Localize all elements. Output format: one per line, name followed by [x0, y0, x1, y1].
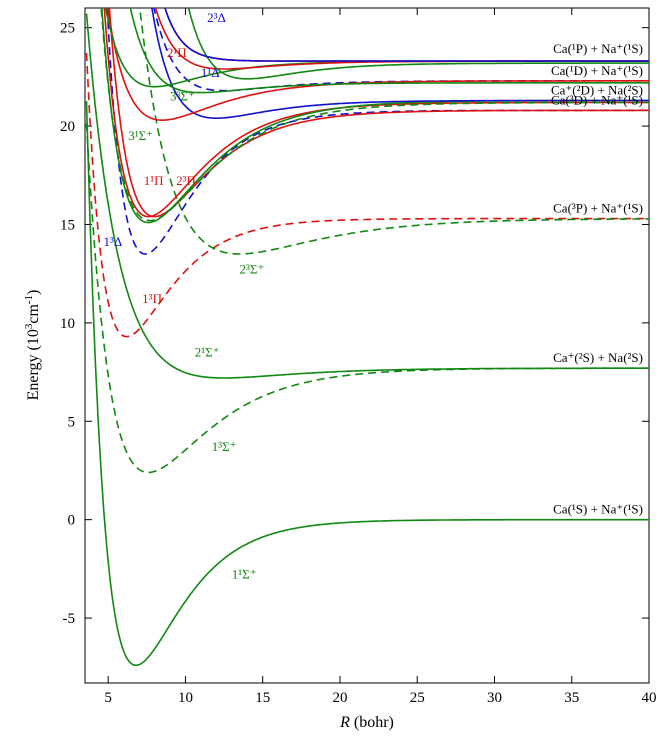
curve-line — [187, 8, 649, 80]
y-tick-label: 20 — [60, 119, 75, 135]
curve-line — [139, 8, 649, 255]
curve-label: 3¹Σ⁺ — [128, 128, 153, 143]
asymptote-labels: Ca(¹P) + Na⁺(¹S) Ca(¹D) + Na⁺(¹S) Ca⁺(²D) … — [551, 41, 643, 516]
curve-line — [106, 8, 649, 255]
curve-line — [85, 123, 649, 474]
x-tick-label: 20 — [332, 690, 347, 706]
y-tick-label: 10 — [60, 316, 75, 332]
curve-line — [129, 8, 649, 94]
curve-line — [151, 8, 649, 119]
y-tick-label: 25 — [60, 21, 75, 37]
curve-label: 2³Σ⁺ — [240, 262, 265, 277]
x-tick-label: 10 — [178, 690, 193, 706]
y-tick-label: 5 — [68, 414, 76, 430]
curve-line — [85, 53, 649, 338]
curve-label: 1¹Σ⁺ — [232, 567, 257, 582]
curve-label: 2³Δ — [207, 10, 226, 25]
curve-label: 2¹Π — [167, 45, 187, 60]
y-tick-label: 15 — [60, 217, 75, 233]
curve-line — [85, 101, 649, 667]
curve-label: 1³Δ — [104, 234, 123, 249]
x-axis-label: R (bohr) — [339, 714, 394, 731]
curve-label: 1³Σ⁺ — [212, 439, 237, 454]
asymptote-label: Ca(¹P) + Na⁺(¹S) — [553, 41, 643, 56]
curve-line — [85, 13, 649, 379]
curve-label: 1³Π — [142, 291, 162, 306]
asymptote-label: Ca⁺(²D) + Na(²S) — [551, 82, 643, 97]
asymptote-label: Ca⁺(²S) + Na(²S) — [553, 350, 643, 365]
x-tick-label: 35 — [564, 690, 579, 706]
curve-label: 1¹Π — [144, 173, 164, 188]
curve-label: 3³Σ⁺ — [170, 88, 195, 103]
curve-label: 2¹Σ⁺ — [195, 344, 220, 359]
curve-line — [100, 8, 649, 224]
x-tick-label: 15 — [255, 690, 270, 706]
x-tick-label: 25 — [410, 690, 425, 706]
plot-frame — [84, 7, 650, 684]
x-tick-label: 30 — [487, 690, 502, 706]
curve-line — [164, 8, 649, 62]
curve-group — [85, 8, 649, 667]
curve-label: 2³Π — [176, 173, 196, 188]
asymptote-label: Ca(¹S) + Na⁺(¹S) — [553, 502, 643, 517]
axis-ticks: 5 10 15 20 25 30 35 40 -5 0 5 10 15 20 25 — [60, 8, 657, 706]
y-tick-label: -5 — [63, 611, 76, 627]
x-tick-label: 40 — [642, 690, 657, 706]
curve-line — [100, 8, 649, 222]
asymptote-label: Ca(³P) + Na⁺(¹S) — [553, 201, 643, 216]
y-tick-label: 0 — [68, 513, 76, 529]
asymptote-label: Ca(³D) + Na⁺(¹S) — [551, 92, 643, 107]
asymptote-label: Ca(¹D) + Na⁺(¹S) — [551, 63, 643, 78]
curve-labels: 1¹Σ⁺ 1³Σ⁺ 2¹Σ⁺ 1³Π 2³Σ⁺ 1³Δ 1¹Π 2³Π 3¹Σ⁺ 3³Σ⁺ 1¹Δ 2… — [104, 10, 265, 582]
x-tick-label: 5 — [104, 690, 112, 706]
y-axis-label: Energy (103cm-1) — [23, 290, 42, 401]
curve-label: 1¹Δ — [201, 65, 220, 80]
